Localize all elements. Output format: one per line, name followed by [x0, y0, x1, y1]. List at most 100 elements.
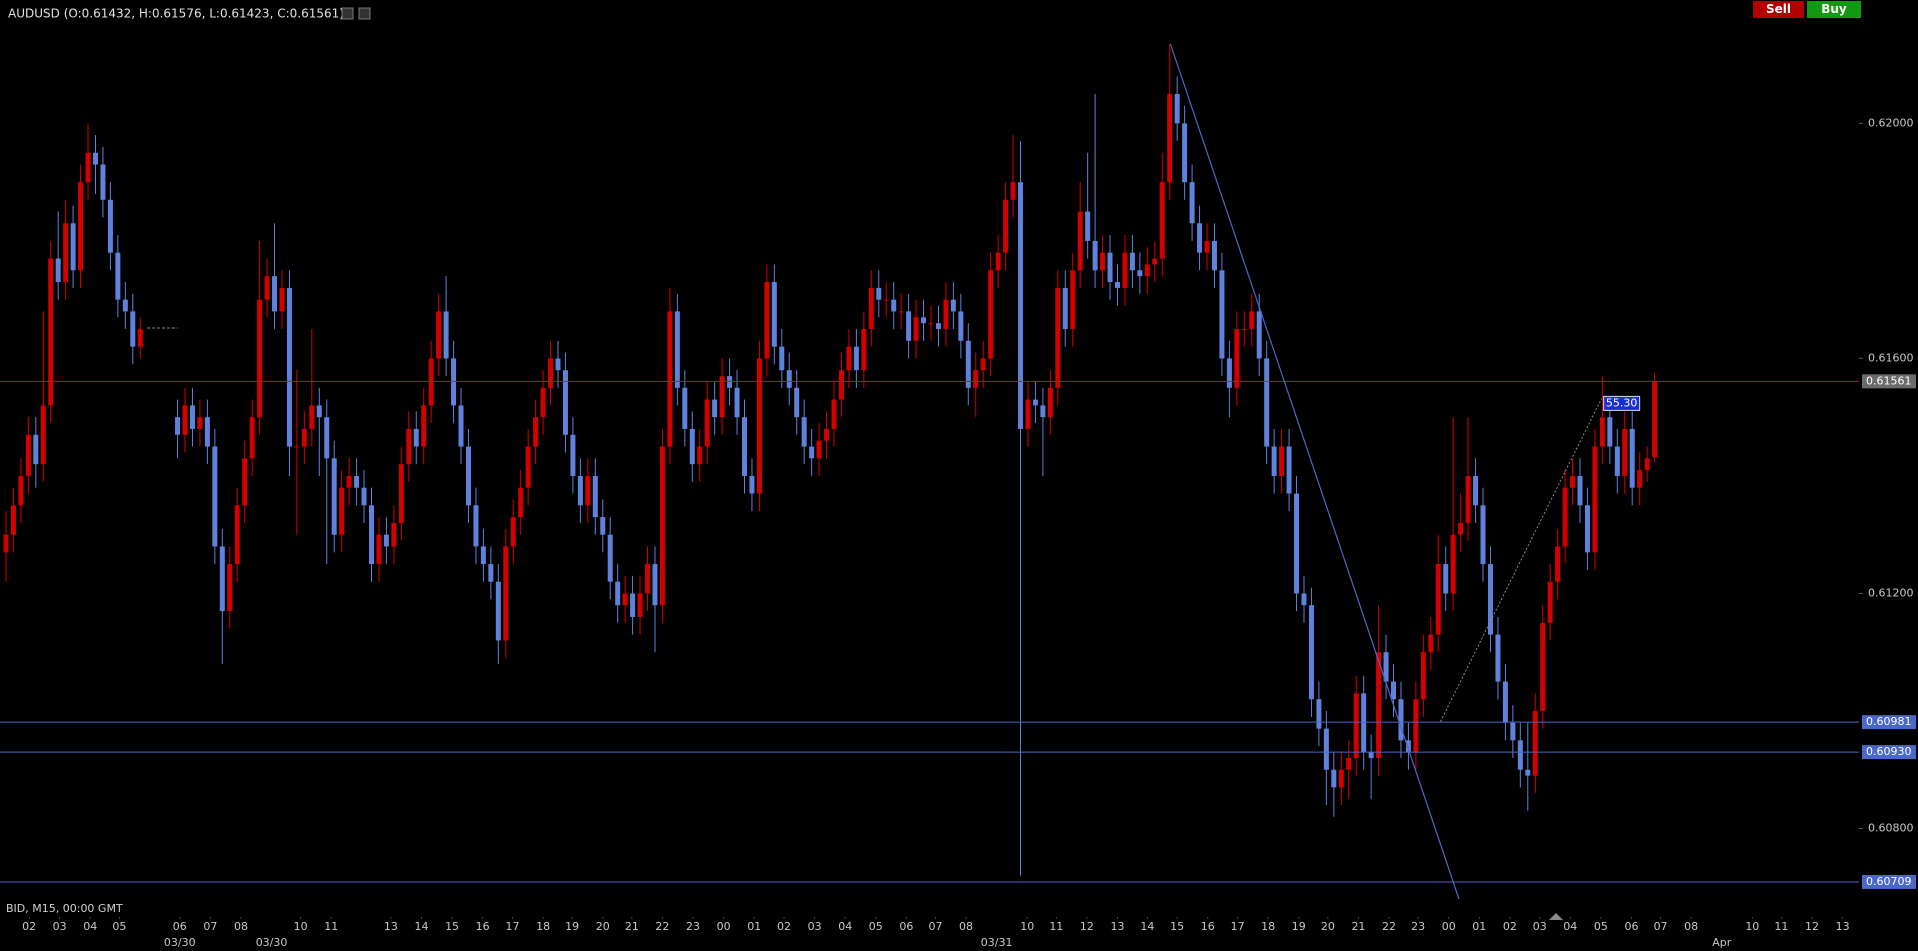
- candle-body: [107, 199, 113, 253]
- price-label: 0.60930: [1866, 745, 1912, 758]
- x-tick-label: 03: [1533, 920, 1547, 933]
- candle-body: [1197, 223, 1203, 253]
- candle-body: [712, 399, 718, 418]
- candle-body: [130, 311, 136, 347]
- x-tick-label: 06: [899, 920, 913, 933]
- x-tick-label: 02: [22, 920, 36, 933]
- candle-body: [480, 546, 486, 565]
- x-tick-label: 18: [1261, 920, 1275, 933]
- x-tick-label: 08: [234, 920, 248, 933]
- candle-body: [1614, 446, 1620, 476]
- candle-body: [488, 564, 494, 582]
- candle-body: [339, 487, 345, 535]
- x-tick-label: 12: [1805, 920, 1819, 933]
- candle-body: [562, 370, 568, 435]
- x-tick-label: 10: [294, 920, 308, 933]
- candle-body: [935, 323, 941, 330]
- candle-body: [413, 428, 419, 447]
- candle-body: [272, 276, 278, 312]
- candle-body: [1226, 358, 1232, 388]
- candle-body: [1249, 311, 1255, 330]
- candle-body: [1420, 652, 1426, 700]
- x-tick-label: 05: [112, 920, 126, 933]
- candle-body: [659, 446, 665, 606]
- candle-body: [637, 593, 643, 617]
- candle-body: [331, 458, 337, 535]
- candle-body: [645, 564, 651, 594]
- candle-body: [361, 487, 367, 506]
- x-tick-label: 04: [838, 920, 852, 933]
- candle-body: [354, 475, 360, 488]
- x-tick-label: 03: [808, 920, 822, 933]
- candle-body: [1264, 358, 1270, 447]
- candle-body: [242, 458, 248, 506]
- candle-body: [376, 534, 382, 565]
- x-tick-label: 01: [1472, 920, 1486, 933]
- sell-button[interactable]: Sell: [1753, 1, 1804, 18]
- buy-button[interactable]: Buy: [1807, 1, 1861, 18]
- scroll-marker[interactable]: [1549, 913, 1563, 920]
- candle-body: [1234, 329, 1240, 388]
- candle-body: [495, 581, 501, 641]
- candle-body: [1637, 470, 1643, 488]
- candle-body: [309, 405, 315, 429]
- candle-body: [33, 434, 39, 465]
- candle-body: [555, 358, 561, 371]
- candle-body: [622, 593, 628, 606]
- candle-body: [1555, 546, 1561, 582]
- footer: BID, M15, 00:00 GMT: [6, 902, 123, 915]
- candle-body: [741, 417, 747, 476]
- candle-body: [1003, 199, 1009, 253]
- candle-body: [1525, 769, 1531, 776]
- plot-area: [0, 43, 1859, 899]
- candle-body: [756, 358, 762, 494]
- chart-title: AUDUSD (O:0.61432, H:0.61576, L:0.61423,…: [8, 7, 344, 21]
- candle-body: [1562, 487, 1568, 547]
- candle-body: [1323, 728, 1329, 770]
- x-tick-label: 06: [1624, 920, 1638, 933]
- candle-body: [1092, 240, 1098, 271]
- candle-body: [1487, 564, 1493, 635]
- x-tick-label: 13: [1110, 920, 1124, 933]
- x-tick-label: 10: [1020, 920, 1034, 933]
- y-tick-label: 0.61200: [1868, 586, 1914, 599]
- candle-body: [473, 505, 479, 547]
- x-tick-label: 03: [53, 920, 67, 933]
- candle-body: [458, 405, 464, 447]
- candle-body: [219, 546, 225, 612]
- x-tick-label: 18: [536, 920, 550, 933]
- candle-body: [249, 417, 255, 459]
- candle-body: [570, 434, 576, 476]
- price-label-box: [1862, 374, 1916, 389]
- candle-body: [921, 317, 927, 324]
- x-tick-label: 07: [203, 920, 217, 933]
- x-tick-label: 21: [1351, 920, 1365, 933]
- icon[interactable]: [341, 7, 354, 20]
- candle-body: [1159, 182, 1165, 259]
- candle-body: [18, 475, 24, 506]
- candle-body: [286, 287, 292, 447]
- candle-body: [883, 299, 889, 301]
- candle-body: [1383, 652, 1389, 682]
- candle-body: [779, 346, 785, 371]
- candle-body: [577, 475, 583, 506]
- x-tick-label: 19: [1292, 920, 1306, 933]
- candle-body: [1301, 593, 1307, 606]
- x-tick-label: 19: [565, 920, 579, 933]
- candle-body: [1062, 287, 1068, 330]
- candle-body: [727, 376, 733, 388]
- x-tick-label: 17: [505, 920, 519, 933]
- candle-body: [1480, 505, 1486, 565]
- candle-body: [398, 464, 404, 523]
- candle-body: [1592, 446, 1598, 553]
- candle-body: [1607, 417, 1613, 447]
- x-tick-label: 00: [717, 920, 731, 933]
- price-label-box: [1862, 715, 1916, 730]
- candle-body: [980, 358, 986, 371]
- candle-body: [749, 475, 755, 494]
- candle-body: [234, 505, 240, 565]
- candle-body: [421, 405, 427, 447]
- candle-body: [1085, 211, 1091, 241]
- icon[interactable]: [358, 7, 371, 20]
